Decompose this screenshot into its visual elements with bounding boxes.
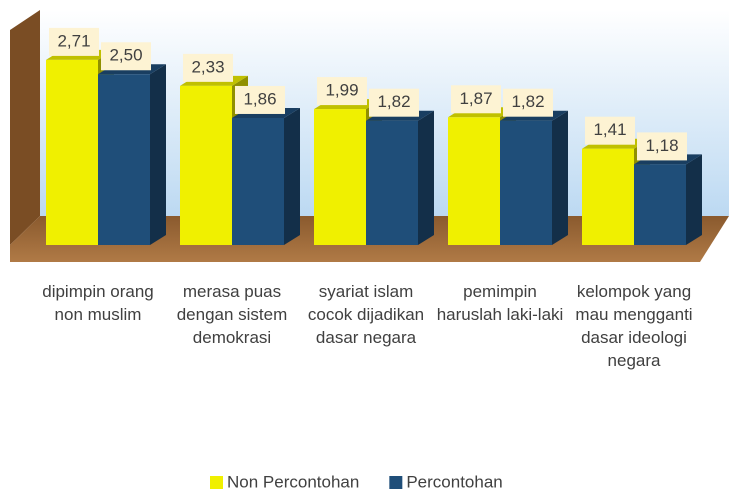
- value-label: 1,41: [593, 120, 626, 139]
- value-label-box: [101, 42, 151, 71]
- value-label-box: [183, 53, 233, 82]
- value-label-box: [637, 132, 687, 161]
- bar: [448, 117, 500, 245]
- bar-side: [150, 64, 166, 245]
- value-label: 1,87: [459, 89, 492, 108]
- value-label-box: [49, 27, 99, 56]
- bar: [98, 74, 150, 245]
- value-label: 1,18: [645, 136, 678, 155]
- value-label: 1,86: [243, 89, 276, 108]
- value-label: 2,71: [57, 31, 90, 50]
- x-tick-label: merasa puas dengan sistem demokrasi: [176, 282, 288, 347]
- value-label: 1,99: [325, 81, 358, 100]
- bar-side: [284, 107, 300, 245]
- bar: [582, 148, 634, 245]
- legend-label: Percontohan: [406, 472, 502, 490]
- bar: [366, 120, 418, 245]
- bar: [500, 120, 552, 245]
- value-label: 2,50: [109, 46, 142, 65]
- bar-side: [418, 110, 434, 245]
- value-label-box: [369, 88, 419, 117]
- legend-swatch: [210, 476, 223, 489]
- legend-label: Non Percontohan: [227, 472, 359, 490]
- bar: [634, 164, 686, 245]
- side-wall: [10, 10, 40, 245]
- legend-swatch: [389, 476, 403, 489]
- value-label: 2,33: [191, 57, 224, 76]
- value-label-box: [585, 116, 635, 145]
- bar-side: [686, 154, 702, 245]
- x-tick-label: pemimpin haruslah laki-laki: [436, 282, 564, 324]
- value-label-box: [451, 85, 501, 114]
- bar: [180, 85, 232, 246]
- value-label: 1,82: [377, 92, 410, 111]
- x-tick-label: kelompok yang mau mengganti dasar ideolo…: [575, 282, 693, 370]
- value-label-box: [317, 77, 367, 106]
- value-label-box: [503, 88, 553, 117]
- bar: [46, 59, 98, 246]
- bar: [232, 117, 284, 245]
- x-tick-label: syariat islam cocok dijadikan dasar nega…: [307, 282, 425, 347]
- bar: [314, 109, 366, 245]
- value-label: 1,82: [511, 92, 544, 111]
- bar-side: [552, 110, 568, 245]
- x-tick-label: dipimpin orang non muslim: [42, 282, 154, 324]
- value-label-box: [235, 85, 285, 114]
